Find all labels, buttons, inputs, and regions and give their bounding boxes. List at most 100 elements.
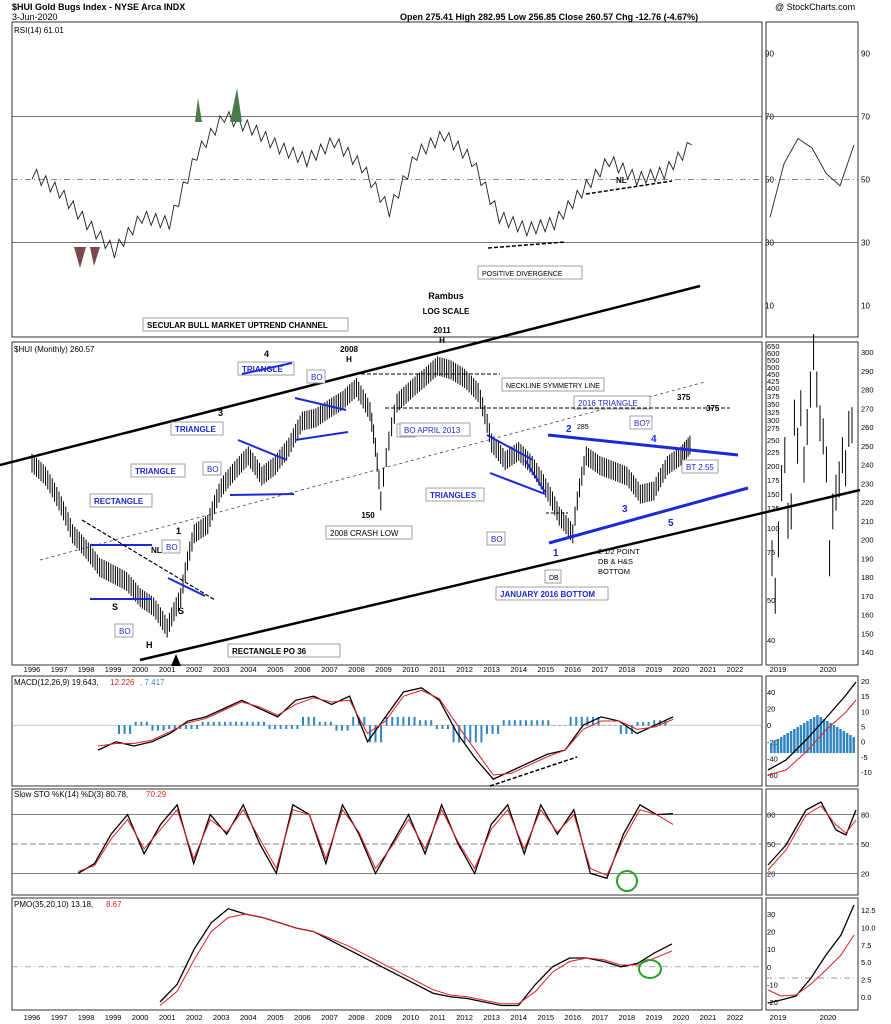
annot-2008: 2008 bbox=[340, 345, 358, 354]
pmo-inset-signal bbox=[767, 934, 855, 997]
price-xaxis-2012: 2012 bbox=[456, 665, 473, 674]
macd-histogram-bar bbox=[118, 725, 120, 734]
annot-log-scale: LOG SCALE bbox=[423, 307, 470, 316]
macd-inset-hist bbox=[806, 721, 809, 753]
macd-histogram-bar bbox=[357, 716, 360, 726]
macd-histogram-bar bbox=[407, 716, 410, 726]
macd-inset-hist bbox=[826, 721, 829, 753]
macd-histogram-bar bbox=[647, 721, 650, 726]
macd-histogram-bar bbox=[575, 716, 578, 726]
macd-inset-hist bbox=[852, 737, 855, 753]
price-tick-2: 550 bbox=[767, 356, 780, 365]
macd-inset-hist bbox=[779, 737, 783, 753]
macd-histogram-bar bbox=[190, 725, 193, 730]
bottom-xaxis-2009: 2009 bbox=[375, 1013, 392, 1022]
macd-histogram-bar bbox=[486, 725, 488, 734]
annot-point-2: 2 bbox=[566, 424, 572, 435]
price-xaxis-2011: 2011 bbox=[430, 665, 446, 674]
price-tick-8: 350 bbox=[767, 400, 780, 409]
macd-histogram-bar bbox=[396, 716, 399, 726]
macd-histogram-bar bbox=[307, 716, 310, 726]
macd-histogram-bar bbox=[525, 720, 528, 726]
inset-frame-4 bbox=[765, 897, 859, 1011]
macd-histogram-bar bbox=[463, 725, 466, 743]
macd-histogram-bar bbox=[168, 725, 171, 730]
rsi-inset-tick-70: 70 bbox=[861, 113, 870, 122]
annot-285: 285 bbox=[577, 424, 589, 431]
annot-dbhs-1: 2 1/2 POINT bbox=[598, 547, 640, 556]
annot-bo-5: BO bbox=[491, 535, 503, 544]
macd-tick-2: 0 bbox=[767, 721, 771, 730]
price-xaxis-1996: 1996 bbox=[24, 665, 41, 674]
blue-tri1-top bbox=[241, 362, 293, 375]
price-tick-1: 600 bbox=[767, 349, 780, 358]
rsi-tick-10: 10 bbox=[765, 302, 774, 311]
price-tick-7: 375 bbox=[767, 392, 780, 401]
macd-histogram-bar bbox=[558, 725, 561, 726]
bottom-xaxis-2006: 2006 bbox=[294, 1013, 311, 1022]
stockcharts-brand: @ StockCharts.com bbox=[775, 2, 856, 12]
annot-2008-h: H bbox=[346, 355, 352, 364]
pmo-tick-0: 30 bbox=[767, 910, 775, 919]
pmo-inset-tick-5: 0.0 bbox=[861, 993, 871, 1002]
annot-neckline-symmetry: NECKLINE SYMMETRY LINE bbox=[506, 383, 600, 390]
rsi-nl-label: NL bbox=[616, 176, 627, 185]
price-tick-15: 175 bbox=[767, 476, 780, 485]
inset-price-tick-8: 220 bbox=[861, 498, 874, 507]
macd-inset-hist bbox=[829, 723, 832, 753]
inset-price-tick-7: 230 bbox=[861, 479, 874, 488]
annot-2011-h: H bbox=[439, 336, 445, 345]
macd-histogram-bar bbox=[430, 720, 433, 726]
annot-bo-0: BO bbox=[311, 373, 323, 382]
annot-2008-crash: 2008 CRASH LOW bbox=[330, 529, 399, 538]
blue-triangles-top bbox=[486, 434, 534, 461]
annot-rectangle-po: RECTANGLE PO 36 bbox=[232, 647, 307, 656]
annot-bo-2-box bbox=[161, 539, 181, 554]
annot-bo-3-box bbox=[114, 623, 134, 638]
panel-frame-3 bbox=[11, 788, 763, 896]
macd-inset-hist bbox=[776, 739, 780, 753]
rsi-oversold-fill-2 bbox=[90, 247, 100, 266]
inset-xaxis-top-2020: 2020 bbox=[820, 665, 837, 674]
macd-inset-signal bbox=[767, 699, 857, 776]
bottom-xaxis-2000: 2000 bbox=[132, 1013, 149, 1022]
bottom-xaxis-2015: 2015 bbox=[537, 1013, 554, 1022]
price-xaxis-2013: 2013 bbox=[483, 665, 500, 674]
macd-histogram-bar bbox=[435, 725, 438, 730]
sto-d-line bbox=[77, 808, 674, 877]
secular-upper-trendline bbox=[0, 284, 701, 467]
macd-histogram-bar bbox=[212, 721, 215, 726]
annot-head: H bbox=[146, 640, 153, 650]
annot-dbhs-3: BOTTOM bbox=[598, 567, 630, 576]
annot-neckline-symmetry-box bbox=[501, 377, 605, 392]
bottom-xaxis-2012: 2012 bbox=[456, 1013, 473, 1022]
macd-histogram-bar bbox=[274, 725, 277, 730]
annot-triangles-box bbox=[425, 487, 485, 502]
annot-secular-channel: SECULAR BULL MARKET UPTREND CHANNEL bbox=[147, 321, 328, 330]
macd-histogram-bar bbox=[458, 725, 461, 743]
macd-histogram-bar bbox=[513, 720, 516, 726]
bottom-xaxis-2016: 2016 bbox=[564, 1013, 581, 1022]
macd-histogram-bar bbox=[424, 720, 427, 726]
pmo-signal bbox=[159, 913, 673, 1006]
macd-inset-hist bbox=[793, 729, 796, 753]
macd-histogram-bar bbox=[229, 721, 232, 726]
macd-inset-hist bbox=[849, 735, 852, 753]
macd-label-c: , 7.417 bbox=[140, 678, 165, 687]
pmo-inset-tick-2: 7.5 bbox=[861, 941, 871, 950]
rsi-nl-line bbox=[585, 180, 673, 195]
macd-histogram-bar bbox=[391, 716, 394, 726]
annot-rectangle: RECTANGLE bbox=[94, 497, 144, 506]
macd-inset-hist bbox=[822, 719, 826, 753]
annot-bo-3: BO bbox=[119, 627, 131, 636]
price-tick-12: 250 bbox=[767, 436, 780, 445]
macd-histogram-bar bbox=[625, 725, 628, 734]
annot-bo-1: BO bbox=[207, 465, 219, 474]
bottom-xaxis-2007: 2007 bbox=[321, 1013, 338, 1022]
pmo-inset-tick-3: 5.0 bbox=[861, 958, 871, 967]
bottom-xaxis-2013: 2013 bbox=[483, 1013, 500, 1022]
macd-histogram-bar bbox=[235, 721, 238, 726]
inset-price-tick-12: 180 bbox=[861, 573, 874, 582]
bottom-xaxis-2005: 2005 bbox=[267, 1013, 284, 1022]
annot-triangle-2: TRIANGLE bbox=[175, 425, 217, 434]
